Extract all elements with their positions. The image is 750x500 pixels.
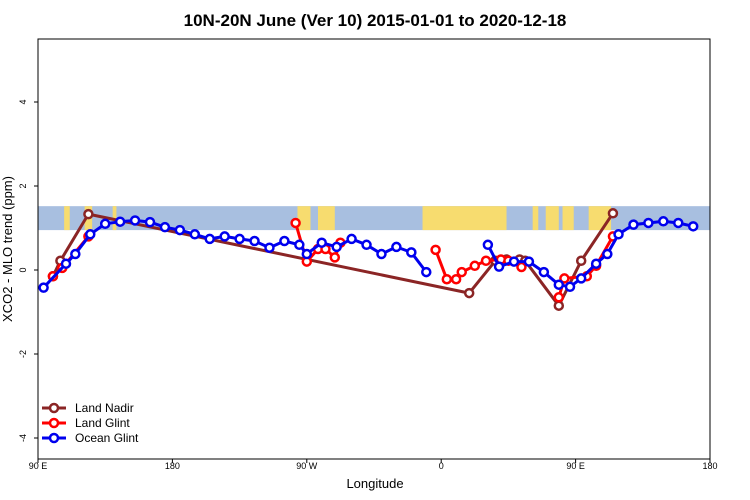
x-axis-label: Longitude bbox=[346, 476, 403, 491]
data-point bbox=[279, 235, 290, 247]
map-strip-ocean bbox=[38, 206, 710, 231]
data-point bbox=[83, 208, 94, 220]
data-point bbox=[346, 233, 357, 245]
data-point bbox=[553, 279, 565, 290]
map-strip-land bbox=[64, 206, 70, 231]
y-axis-label: XCO2 - MLO trend (ppm) bbox=[0, 176, 15, 322]
data-point bbox=[463, 287, 475, 299]
data-point bbox=[144, 216, 156, 228]
legend-swatch-marker bbox=[48, 432, 60, 444]
data-point bbox=[85, 229, 96, 240]
data-point bbox=[60, 258, 72, 269]
data-point bbox=[575, 273, 587, 284]
map-strip-land bbox=[422, 206, 507, 231]
data-point bbox=[516, 261, 527, 273]
series-line bbox=[42, 218, 695, 290]
data-point bbox=[553, 292, 565, 303]
data-point bbox=[658, 216, 669, 227]
y-axis: -4 -2 0 2 4 bbox=[18, 99, 38, 442]
map-strip-land bbox=[297, 206, 311, 231]
data-point bbox=[564, 281, 576, 293]
data-point bbox=[329, 252, 341, 263]
x-tick-label: 180 bbox=[702, 461, 717, 471]
data-point bbox=[234, 233, 245, 245]
data-point bbox=[607, 208, 619, 219]
data-point bbox=[493, 261, 505, 272]
data-point bbox=[38, 282, 49, 293]
data-point bbox=[673, 217, 684, 229]
data-point bbox=[174, 224, 186, 236]
data-point bbox=[430, 244, 441, 256]
legend-label: Land Glint bbox=[75, 416, 130, 430]
data-point bbox=[376, 248, 387, 260]
data-point bbox=[129, 215, 141, 226]
plot-frame bbox=[37, 38, 711, 460]
map-strip-land bbox=[562, 206, 574, 231]
data-point bbox=[469, 260, 481, 272]
data-point bbox=[361, 239, 372, 251]
x-tick-label: 90 E bbox=[29, 461, 48, 471]
data-point bbox=[482, 239, 494, 251]
legend-label: Land Nadir bbox=[75, 401, 134, 415]
data-point bbox=[590, 258, 602, 269]
data-point bbox=[264, 242, 275, 253]
data-point bbox=[99, 218, 111, 230]
data-point bbox=[456, 266, 467, 278]
data-point bbox=[406, 247, 417, 258]
data-point bbox=[391, 241, 402, 253]
data-point bbox=[294, 239, 305, 251]
data-point bbox=[331, 241, 342, 253]
data-point bbox=[316, 237, 327, 248]
data-point bbox=[204, 233, 215, 245]
data-point bbox=[553, 300, 565, 311]
map-background bbox=[38, 206, 710, 231]
data-point bbox=[249, 235, 260, 247]
data-point bbox=[219, 231, 230, 242]
data-point bbox=[301, 248, 313, 260]
x-tick-label: 90 W bbox=[296, 461, 318, 471]
legend-swatch-marker bbox=[48, 417, 60, 429]
data-point bbox=[628, 219, 639, 230]
data-point bbox=[450, 273, 462, 285]
data-point bbox=[559, 273, 570, 284]
plot-series bbox=[38, 208, 699, 311]
y-tick-label: 2 bbox=[18, 183, 28, 188]
legend-label: Ocean Glint bbox=[75, 431, 139, 445]
data-point bbox=[480, 255, 492, 267]
map-strip-land bbox=[588, 206, 612, 231]
y-tick-label: -2 bbox=[18, 350, 28, 358]
data-point bbox=[643, 217, 654, 229]
data-point bbox=[602, 248, 613, 260]
series-ocean-glint bbox=[38, 215, 699, 293]
x-tick-label: 90 E bbox=[566, 461, 585, 471]
data-point bbox=[441, 273, 453, 285]
data-point bbox=[538, 266, 550, 278]
data-point bbox=[70, 248, 81, 260]
legend-swatch-marker bbox=[48, 402, 60, 414]
x-tick-label: 180 bbox=[165, 461, 180, 471]
data-point bbox=[523, 256, 535, 267]
map-strip-land bbox=[545, 206, 559, 231]
data-point bbox=[613, 229, 624, 240]
data-point bbox=[290, 217, 301, 229]
data-point bbox=[508, 256, 520, 267]
x-tick-label: 0 bbox=[439, 461, 444, 471]
x-axis: 90 E 180 90 W 0 90 E 180 bbox=[29, 459, 718, 471]
data-point bbox=[159, 221, 171, 233]
map-strip-land bbox=[532, 206, 539, 231]
y-tick-label: 0 bbox=[18, 267, 28, 272]
map-strip-land bbox=[318, 206, 335, 231]
data-point bbox=[575, 255, 587, 267]
data-point bbox=[189, 229, 201, 240]
chart-title: 10N-20N June (Ver 10) 2015-01-01 to 2020… bbox=[184, 11, 567, 30]
y-tick-label: -4 bbox=[18, 434, 28, 442]
data-point bbox=[114, 216, 126, 227]
data-point bbox=[421, 266, 432, 278]
data-point bbox=[687, 221, 699, 232]
y-tick-label: 4 bbox=[18, 99, 28, 104]
